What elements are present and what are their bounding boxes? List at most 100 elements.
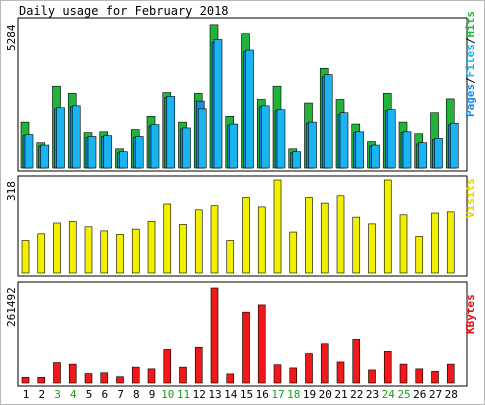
- files-bar: [371, 144, 380, 169]
- files-bar: [418, 142, 428, 169]
- files-bar: [166, 96, 176, 169]
- visits-bar: [431, 212, 439, 274]
- day-label: 19: [303, 388, 316, 401]
- kbytes-bar: [163, 349, 172, 384]
- files-bar: [449, 122, 459, 169]
- files-bar: [402, 131, 412, 169]
- visits-bar: [163, 203, 172, 274]
- kbytes-bar: [336, 361, 345, 384]
- visits-bar: [383, 179, 392, 274]
- kbytes-bar: [84, 373, 93, 384]
- visits-bar: [179, 224, 187, 274]
- day-label: 13: [208, 388, 221, 401]
- visits-bar: [226, 240, 235, 274]
- files-bar: [40, 144, 50, 169]
- files-bar: [245, 49, 254, 169]
- day-label: 28: [445, 388, 458, 401]
- day-labels: 1 2 3 4 5 6 7 8 9 10 11 12 13 14 15 16 17 18 19 20 21 22 23 24 2…: [23, 388, 458, 401]
- day-label: 10: [161, 388, 174, 401]
- files-bar: [213, 39, 223, 169]
- day-label: 17: [271, 388, 284, 401]
- files-bar: [150, 124, 160, 169]
- visits-bar: [68, 221, 77, 274]
- day-label: 6: [101, 388, 108, 401]
- day-label: 2: [38, 388, 45, 401]
- visits-bar: [21, 240, 30, 274]
- day-label: 27: [429, 388, 442, 401]
- day-label: 14: [224, 388, 238, 401]
- files-bar: [197, 108, 207, 169]
- kbytes-bar: [320, 343, 329, 384]
- visits-bar: [320, 202, 329, 274]
- files-bar: [386, 109, 396, 169]
- visits-bar: [131, 228, 140, 274]
- visits-bar: [37, 233, 46, 274]
- kbytes-bar: [305, 353, 313, 384]
- visits-bar: [194, 209, 203, 274]
- files-bar: [182, 127, 191, 169]
- day-label: 26: [413, 388, 426, 401]
- kbytes-bar: [446, 363, 455, 384]
- day-label: 22: [350, 388, 363, 401]
- day-label: 20: [319, 388, 332, 401]
- files-bar: [276, 109, 286, 169]
- kbytes-bar: [242, 311, 250, 384]
- day-label: 7: [117, 388, 124, 401]
- visits-bar: [305, 197, 313, 274]
- kbytes-bar: [399, 363, 408, 384]
- day-label: 12: [193, 388, 206, 401]
- chart-title: Daily usage for February 2018: [19, 4, 229, 18]
- visits-bar: [399, 214, 408, 274]
- files-bar: [260, 105, 270, 169]
- kbytes-bar: [147, 368, 156, 384]
- files-bar: [119, 151, 128, 169]
- visits-bar: [336, 195, 345, 274]
- day-label: 4: [70, 388, 77, 401]
- files-bar: [434, 138, 443, 169]
- kbytes-bar: [131, 366, 140, 384]
- legend-visits: Visits: [464, 178, 477, 218]
- legend-hits: Hits: [464, 11, 477, 38]
- kbytes-bar: [53, 362, 61, 384]
- kbytes-bar: [179, 366, 187, 384]
- visits-bars: [21, 179, 455, 274]
- files-bar: [323, 74, 333, 169]
- legend-sep-2: /: [464, 37, 477, 44]
- day-label: 21: [334, 388, 347, 401]
- visits-bar: [147, 220, 156, 274]
- visits-bar: [352, 216, 361, 274]
- day-label: 3: [54, 388, 61, 401]
- kbytes-bar: [415, 368, 424, 384]
- kbytes-bar: [226, 373, 235, 384]
- kbytes-bar: [257, 304, 266, 384]
- files-bar: [24, 134, 34, 169]
- legend-files: Files: [464, 44, 477, 77]
- visits-bar: [368, 223, 376, 274]
- visits-bar: [289, 231, 298, 274]
- visits-bar: [415, 236, 424, 274]
- visits-bar: [210, 205, 219, 274]
- visits-bar: [100, 230, 109, 274]
- kbytes-bars: [21, 287, 455, 384]
- day-label: 5: [86, 388, 93, 401]
- kbytes-bar: [68, 363, 77, 384]
- kbytes-bar: [289, 367, 298, 384]
- visits-bar: [273, 179, 282, 274]
- legend-kbytes: KBytes: [464, 294, 477, 334]
- day-label: 25: [397, 388, 410, 401]
- visits-bar: [257, 206, 266, 274]
- legend-sep-1: /: [464, 77, 477, 84]
- files-bar: [229, 123, 239, 169]
- files-bar: [339, 112, 349, 169]
- hits-files-pages-bars: [20, 24, 459, 169]
- visits-bar: [446, 211, 455, 274]
- kbytes-scale-label: 261492: [5, 287, 18, 327]
- files-bar: [71, 105, 81, 169]
- kbytes-bar: [194, 346, 203, 384]
- visits-scale-label: 318: [5, 181, 18, 201]
- kbytes-bar: [431, 371, 439, 384]
- kbytes-bar: [368, 369, 376, 384]
- kbytes-bar: [210, 287, 219, 384]
